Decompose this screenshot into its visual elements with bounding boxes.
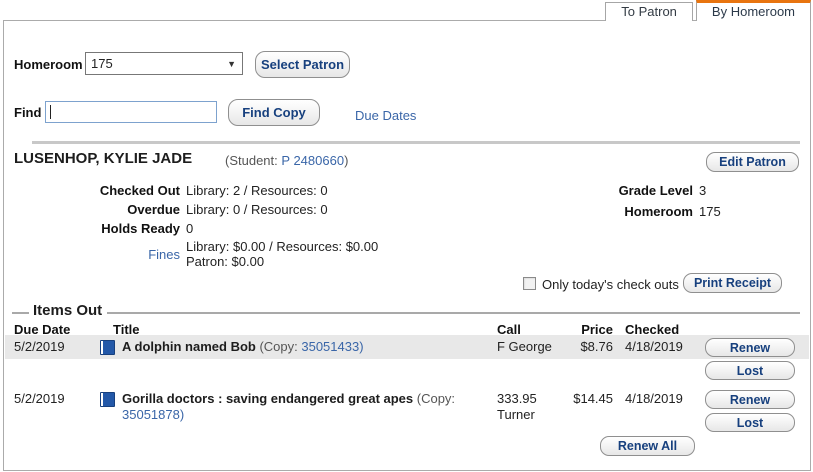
lost-button[interactable]: Lost bbox=[705, 413, 795, 432]
edit-patron-button[interactable]: Edit Patron bbox=[706, 152, 799, 172]
cell-checked-out: 4/18/2019 bbox=[625, 391, 683, 406]
homeroom-stat-value: 175 bbox=[699, 204, 721, 219]
legend-line-left bbox=[12, 312, 29, 314]
copy-suffix: ) bbox=[179, 407, 185, 422]
find-copy-button[interactable]: Find Copy bbox=[228, 99, 320, 126]
copy-id-link[interactable]: 35051433 bbox=[301, 339, 360, 354]
copy-prefix: (Copy: bbox=[413, 391, 456, 406]
tab-by-homeroom[interactable]: By Homeroom bbox=[695, 0, 811, 21]
homeroom-label: Homeroom bbox=[14, 57, 83, 72]
fines-line1: Library: $0.00 / Resources: $0.00 bbox=[186, 239, 379, 254]
col-title: Title bbox=[113, 322, 140, 337]
legend-line-right bbox=[107, 312, 800, 314]
row-band: 5/2/2019 Gorilla doctors : saving endang… bbox=[5, 387, 809, 427]
cell-title: Gorilla doctors : saving endangered grea… bbox=[100, 391, 497, 423]
grade-level-label: Grade Level bbox=[618, 183, 693, 198]
book-icon bbox=[100, 392, 115, 407]
table-row: 5/2/2019 A dolphin named Bob (Copy: 3505… bbox=[5, 335, 809, 387]
homeroom-select[interactable]: 175 ▼ bbox=[85, 52, 243, 75]
find-input[interactable] bbox=[45, 101, 217, 123]
row-highlight-band: 5/2/2019 A dolphin named Bob (Copy: 3505… bbox=[5, 335, 809, 359]
cell-call-number: 333.95 Turner bbox=[497, 391, 537, 422]
holds-ready-label: Holds Ready bbox=[101, 221, 180, 236]
tab-bar: To Patron By Homeroom bbox=[605, 0, 811, 21]
cell-due-date: 5/2/2019 bbox=[14, 391, 65, 406]
checked-out-value: Library: 2 / Resources: 0 bbox=[186, 183, 328, 198]
item-title: A dolphin named Bob bbox=[122, 339, 256, 354]
grade-level-value: 3 bbox=[699, 183, 707, 198]
tab-to-patron[interactable]: To Patron bbox=[605, 2, 693, 21]
copy-id-link[interactable]: 35051878 bbox=[122, 407, 180, 422]
table-row: 5/2/2019 Gorilla doctors : saving endang… bbox=[5, 387, 809, 437]
due-dates-link[interactable]: Due Dates bbox=[355, 108, 417, 123]
only-today-label: Only today's check outs bbox=[542, 277, 679, 292]
fines-line2: Patron: $0.00 bbox=[186, 254, 265, 269]
cell-price: $8.76 bbox=[580, 339, 613, 354]
item-title: Gorilla doctors : saving endangered grea… bbox=[122, 391, 414, 406]
patron-student-info: (Student: P 2480660) bbox=[225, 153, 348, 168]
renew-button[interactable]: Renew bbox=[705, 338, 795, 357]
cell-price: $14.45 bbox=[573, 391, 613, 406]
section-divider bbox=[32, 141, 800, 144]
book-icon bbox=[100, 340, 115, 355]
lost-button[interactable]: Lost bbox=[705, 361, 795, 380]
holds-ready-value: 0 bbox=[186, 221, 194, 236]
cell-due-date: 5/2/2019 bbox=[14, 339, 65, 354]
overdue-value: Library: 0 / Resources: 0 bbox=[186, 202, 328, 217]
select-patron-button[interactable]: Select Patron bbox=[255, 51, 350, 78]
checked-out-label: Checked Out bbox=[99, 183, 180, 198]
student-prefix: (Student: bbox=[225, 153, 278, 168]
items-out-section-header: Items Out bbox=[12, 302, 800, 319]
student-id-link[interactable]: P 2480660 bbox=[281, 153, 345, 168]
col-due-date: Due Date bbox=[14, 322, 71, 337]
copy-prefix: (Copy: bbox=[255, 339, 302, 354]
fines-link[interactable]: Fines bbox=[148, 247, 180, 262]
renew-button[interactable]: Renew bbox=[705, 390, 795, 409]
homeroom-select-value: 175 bbox=[91, 56, 113, 71]
renew-all-button[interactable]: Renew All bbox=[600, 436, 695, 456]
cell-call-number: F George bbox=[497, 339, 552, 354]
student-suffix: ) bbox=[344, 153, 349, 168]
items-out-title: Items Out bbox=[33, 302, 103, 319]
col-price: Price bbox=[581, 322, 613, 337]
chevron-down-icon: ▼ bbox=[227, 58, 236, 69]
copy-suffix: ) bbox=[359, 339, 364, 354]
overdue-label: Overdue bbox=[127, 202, 180, 217]
text-caret bbox=[50, 105, 51, 119]
cell-title: A dolphin named Bob (Copy: 35051433) bbox=[100, 339, 497, 355]
homeroom-stat-label: Homeroom bbox=[624, 204, 693, 219]
patron-name: LUSENHOP, KYLIE JADE bbox=[14, 150, 193, 167]
main-panel: Homeroom 175 ▼ Select Patron Find Find C… bbox=[3, 20, 811, 471]
find-label: Find bbox=[14, 105, 42, 120]
print-receipt-button[interactable]: Print Receipt bbox=[683, 273, 782, 293]
only-today-checkbox[interactable] bbox=[523, 277, 536, 290]
cell-checked-out: 4/18/2019 bbox=[625, 339, 683, 354]
